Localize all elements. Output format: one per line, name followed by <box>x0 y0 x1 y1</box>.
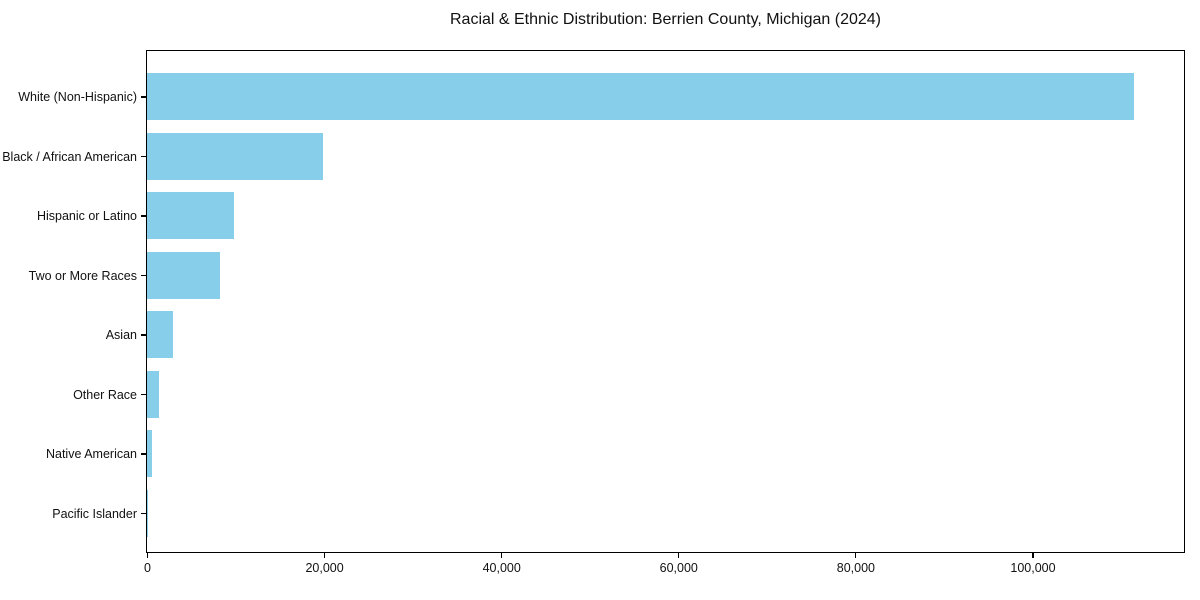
y-tick-label-other-race: Other Race <box>73 387 137 402</box>
x-tick-label-80000: 80,000 <box>836 561 875 575</box>
x-tick-label-0: 0 <box>144 561 151 575</box>
y-tick-label-two-or-more-races: Two or More Races <box>28 268 137 283</box>
y-tick-label-pacific-islander: Pacific Islander <box>52 506 137 521</box>
bar-other-race <box>147 370 159 418</box>
bar-two-or-more-races <box>147 251 220 299</box>
bar-black-african-american <box>147 132 324 180</box>
y-tick-mark <box>141 215 146 217</box>
x-tick-label-20000: 20,000 <box>305 561 344 575</box>
y-tick-label-asian: Asian <box>105 328 137 342</box>
y-tick-mark <box>141 512 146 515</box>
x-tick-mark <box>855 553 857 558</box>
y-tick-mark <box>141 155 146 158</box>
x-tick-mark <box>323 553 326 558</box>
y-tick-mark <box>141 393 146 396</box>
bar-asian <box>147 311 173 358</box>
x-tick-label-100000: 100,000 <box>1010 561 1056 575</box>
plot-frame <box>146 50 1185 553</box>
bar-native-american <box>147 430 152 477</box>
x-tick-mark <box>678 553 680 558</box>
y-tick-mark <box>141 453 146 455</box>
x-tick-mark <box>1032 553 1034 558</box>
y-tick-mark <box>141 96 146 98</box>
y-tick-label-hispanic-or-latino: Hispanic or Latino <box>36 209 137 223</box>
x-tick-mark <box>146 553 149 558</box>
y-tick-label-black-african-american: Black / African American <box>2 149 137 164</box>
x-tick-label-40000: 40,000 <box>482 561 521 575</box>
bar-white-non-hispanic <box>147 73 1135 120</box>
y-tick-mark <box>141 274 146 277</box>
bar-hispanic-or-latino <box>147 192 234 239</box>
chart-title: Racial & Ethnic Distribution: Berrien Co… <box>449 11 881 28</box>
y-tick-label-white-non-hispanic: White (Non-Hispanic) <box>18 90 137 104</box>
y-tick-label-native-american: Native American <box>45 447 137 461</box>
y-tick-mark <box>141 334 146 336</box>
x-tick-label-60000: 60,000 <box>659 561 698 575</box>
x-tick-mark <box>501 553 503 558</box>
